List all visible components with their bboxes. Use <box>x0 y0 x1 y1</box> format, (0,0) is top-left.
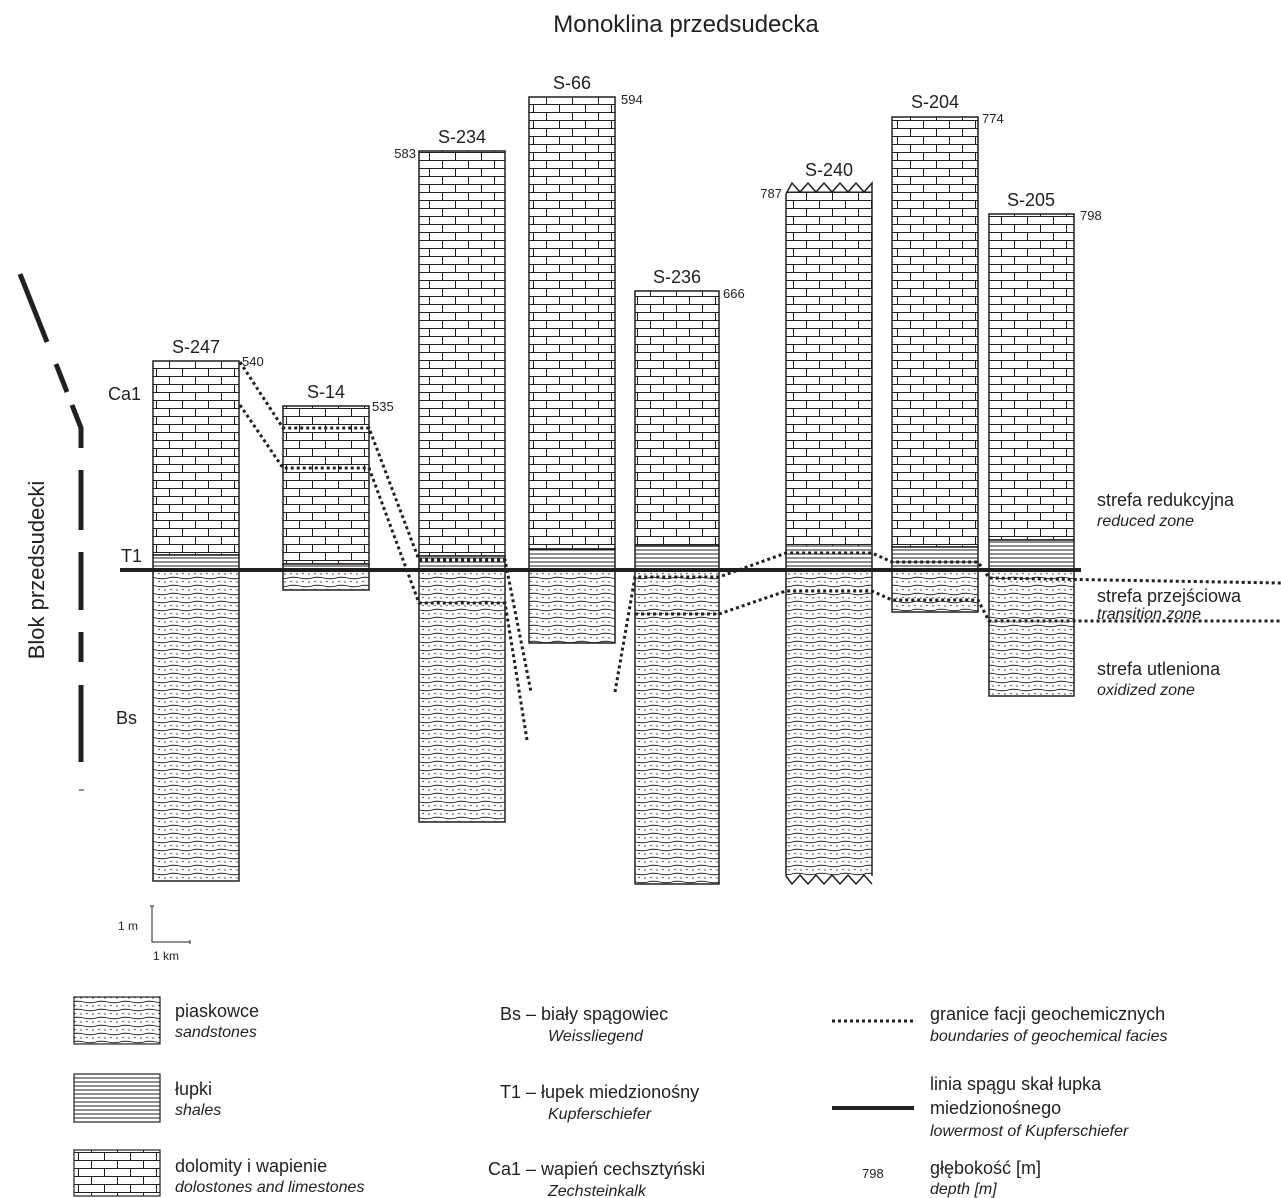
zone-oxidized-label-en: oxidized zone <box>1097 682 1195 699</box>
zone-transition-label: strefa przejściowa <box>1097 586 1242 606</box>
zone-oxidized-label: strefa utleniona <box>1097 659 1221 679</box>
unit-label-t1: T1 <box>121 546 142 566</box>
legend-bs-label: Bs – biały spągowiec <box>500 1004 668 1024</box>
legend-swatch-sandstones <box>73 996 161 1045</box>
scale-bar: 1 m 1 km <box>118 905 191 963</box>
well-depth: 540 <box>242 354 264 369</box>
zone-labels: strefa redukcyjna reduced zone strefa pr… <box>1097 490 1242 699</box>
well-name: S-236 <box>653 267 701 287</box>
well-depth: 798 <box>1080 208 1102 223</box>
legend-dolostones-label-en: dolostones and limestones <box>175 1179 364 1196</box>
well-name: S-14 <box>307 382 345 402</box>
well-name: S-66 <box>553 73 591 93</box>
unit-label-bs: Bs <box>116 708 137 728</box>
well-name: S-234 <box>438 127 486 147</box>
legend-t1-label: T1 – łupek miedzionośny <box>500 1082 699 1102</box>
block-boundary-line <box>17 273 84 762</box>
legend-swatch-shales <box>73 1073 161 1123</box>
facies-boundaries <box>238 361 1281 741</box>
legend-base-line-label-2: miedzionośnego <box>930 1098 1061 1118</box>
well-column: S-247 540 <box>152 337 264 882</box>
legend-depth-sample: 798 <box>862 1166 884 1181</box>
well-depth: 583 <box>394 146 416 161</box>
legend-bs-label-en: Weissliegend <box>548 1028 644 1045</box>
well-depth: 666 <box>723 286 745 301</box>
legend-boundaries-label-en: boundaries of geochemical facies <box>930 1028 1167 1045</box>
zone-transition-label-en: transition zone <box>1097 606 1201 623</box>
unit-label-ca1: Ca1 <box>108 384 141 404</box>
legend-swatch-dolostones <box>73 1149 161 1197</box>
well-name: S-240 <box>805 160 853 180</box>
legend-shales-label: łupki <box>175 1079 212 1099</box>
well-depth: 787 <box>760 186 782 201</box>
legend-shales-label-en: shales <box>175 1102 221 1119</box>
scale-vertical-label: 1 m <box>118 919 138 933</box>
well-column: S-205 798 <box>988 190 1102 697</box>
legend-sandstones-label: piaskowce <box>175 1001 259 1021</box>
legend: piaskowce sandstones łupki shales dolomi… <box>73 996 1167 1198</box>
well-name: S-204 <box>911 92 959 112</box>
scale-horizontal-label: 1 km <box>153 949 179 963</box>
well-depth: 535 <box>372 399 394 414</box>
zone-reduced-label: strefa redukcyjna <box>1097 490 1235 510</box>
legend-base-line-label: linia spągu skał łupka <box>930 1074 1102 1094</box>
zone-reduced-label-en: reduced zone <box>1097 513 1194 530</box>
legend-dolostones-label: dolomity i wapienie <box>175 1156 327 1176</box>
well-column: S-66 594 <box>528 73 643 644</box>
legend-boundaries-label: granice facji geochemicznych <box>930 1004 1165 1024</box>
legend-ca1-label-en: Zechsteinkalk <box>547 1183 647 1198</box>
legend-depth-label: głębokość [m] <box>930 1158 1041 1178</box>
well-depth: 774 <box>982 111 1004 126</box>
well-name: S-205 <box>1007 190 1055 210</box>
well-depth: 594 <box>621 92 643 107</box>
legend-base-line-label-en: lowermost of Kupferschiefer <box>930 1123 1129 1140</box>
well-column: S-240 787 <box>760 160 873 886</box>
well-column: S-204 774 <box>891 92 1004 613</box>
well-column: S-236 666 <box>634 267 745 885</box>
diagram-title: Monoklina przedsudecka <box>553 11 819 38</box>
legend-sandstones-label-en: sandstones <box>175 1024 257 1041</box>
legend-depth-label-en: depth [m] <box>930 1181 997 1198</box>
well-name: S-247 <box>172 337 220 357</box>
legend-ca1-label: Ca1 – wapień cechsztyński <box>488 1159 705 1179</box>
legend-t1-label-en: Kupferschiefer <box>548 1106 652 1123</box>
well-column: S-234 583 <box>394 127 506 823</box>
block-label: Blok przedsudecki <box>24 481 49 660</box>
